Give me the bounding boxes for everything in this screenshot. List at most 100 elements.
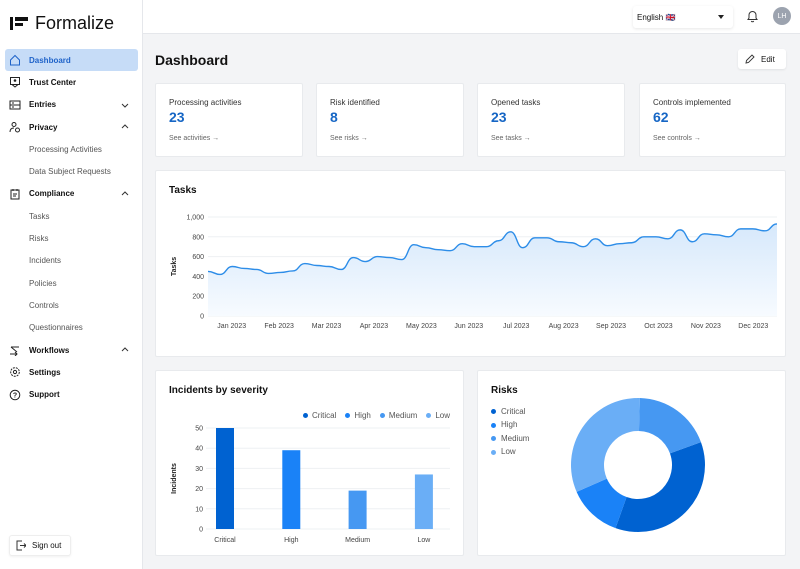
bell-icon[interactable] bbox=[746, 9, 759, 23]
x-tick-label: Critical bbox=[214, 537, 236, 544]
svg-text:?: ? bbox=[13, 392, 17, 399]
chart-title: Tasks bbox=[169, 185, 197, 196]
edit-button[interactable]: Edit bbox=[738, 49, 786, 69]
x-tick-label: Nov 2023 bbox=[691, 323, 721, 330]
x-tick-label: High bbox=[284, 537, 299, 544]
sidebar-item-settings[interactable]: Settings bbox=[5, 361, 138, 383]
chevron-down-icon[interactable] bbox=[120, 100, 130, 110]
y-tick-label: 600 bbox=[192, 254, 204, 261]
x-tick-label: Mar 2023 bbox=[312, 323, 342, 330]
sidebar-item-policies[interactable]: Policies bbox=[5, 272, 138, 294]
sidebar-item-label: Tasks bbox=[29, 211, 50, 221]
sidebar-item-label: Support bbox=[29, 390, 60, 400]
stat-card: Processing activities 23 See activities → bbox=[155, 83, 303, 157]
pencil-icon bbox=[745, 53, 755, 64]
y-tick-label: 800 bbox=[192, 234, 204, 241]
stat-label: Controls implemented bbox=[653, 98, 731, 107]
risks-card: Risks Critical High Medium Low bbox=[477, 370, 786, 556]
sidebar-item-dashboard[interactable]: Dashboard bbox=[5, 49, 138, 72]
slice-critical bbox=[615, 442, 705, 532]
slice-high bbox=[576, 478, 627, 529]
sidebar-item-risks[interactable]: Risks bbox=[5, 227, 138, 249]
sidebar-item-incidents[interactable]: Incidents bbox=[5, 250, 138, 272]
legend-item[interactable]: Critical bbox=[491, 407, 529, 420]
sidebar-item-trust-center[interactable]: Trust Center bbox=[5, 71, 138, 93]
sidebar-item-privacy[interactable]: Privacy bbox=[5, 116, 138, 138]
workflow-icon bbox=[10, 346, 19, 356]
legend-item[interactable]: Low bbox=[491, 447, 529, 460]
user-lock-icon bbox=[9, 122, 20, 133]
legend-dot bbox=[491, 436, 496, 442]
language-select[interactable]: English 🇬🇧 bbox=[633, 6, 733, 28]
chart-legend: Critical High Medium Low bbox=[302, 411, 450, 420]
sidebar-item-label: Dashboard bbox=[29, 55, 71, 65]
legend-item[interactable]: Critical bbox=[302, 411, 337, 420]
language-value: English 🇬🇧 bbox=[637, 12, 676, 22]
bar-critical bbox=[216, 428, 234, 529]
sidebar-item-label: Data Subject Requests bbox=[29, 167, 111, 177]
y-axis-label: Incidents bbox=[171, 463, 178, 494]
sidebar-item-tasks[interactable]: Tasks bbox=[5, 205, 138, 227]
x-tick-label: Aug 2023 bbox=[549, 323, 579, 330]
legend-item[interactable]: High bbox=[345, 411, 371, 420]
help-icon: ? bbox=[9, 389, 21, 400]
legend-label: Low bbox=[435, 411, 450, 420]
chevron-up-icon[interactable] bbox=[120, 345, 130, 355]
chevron-up-icon[interactable] bbox=[120, 189, 130, 199]
stat-card: Opened tasks 23 See tasks → bbox=[477, 83, 625, 157]
sidebar-item-label: Settings bbox=[29, 367, 61, 377]
stat-link[interactable]: See controls → bbox=[653, 135, 701, 142]
sidebar-item-label: Privacy bbox=[29, 122, 58, 132]
sign-out-button[interactable]: Sign out bbox=[9, 535, 71, 556]
x-tick-label: Jun 2023 bbox=[454, 323, 483, 330]
legend-item[interactable]: Medium bbox=[379, 411, 418, 420]
stat-label: Risk identified bbox=[330, 98, 380, 107]
sidebar-item-label: Controls bbox=[29, 300, 59, 310]
y-tick-label: 30 bbox=[195, 466, 203, 473]
stat-card: Risk identified 8 See risks → bbox=[316, 83, 464, 157]
stat-value: 23 bbox=[491, 109, 507, 125]
avatar[interactable]: LH bbox=[773, 7, 791, 25]
stat-link[interactable]: See tasks → bbox=[491, 135, 531, 142]
legend-label: Critical bbox=[311, 411, 337, 420]
legend-label: Medium bbox=[501, 433, 530, 443]
legend-item[interactable]: High bbox=[491, 420, 529, 433]
chevron-up-icon[interactable] bbox=[120, 122, 130, 132]
stat-card: Controls implemented 62 See controls → bbox=[639, 83, 786, 157]
y-tick-label: 20 bbox=[195, 486, 203, 493]
x-tick-label: Jan 2023 bbox=[217, 323, 246, 330]
x-tick-label: May 2023 bbox=[406, 323, 437, 330]
sidebar-item-label: Entries bbox=[29, 100, 57, 110]
sidebar-item-controls[interactable]: Controls bbox=[5, 294, 138, 316]
logo[interactable]: Formalize bbox=[10, 13, 114, 34]
x-tick-label: Low bbox=[417, 537, 431, 544]
sidebar-item-compliance[interactable]: Compliance bbox=[5, 183, 138, 205]
sidebar-item-label: Processing Activities bbox=[29, 144, 102, 154]
stat-link[interactable]: See risks → bbox=[330, 135, 368, 142]
sidebar-item-processing-activities[interactable]: Processing Activities bbox=[5, 138, 138, 160]
caret-down-icon bbox=[718, 15, 724, 22]
y-tick-label: 0 bbox=[199, 527, 203, 534]
x-tick-label: Medium bbox=[345, 537, 370, 544]
sidebar-item-workflows[interactable]: Workflows bbox=[5, 339, 138, 361]
legend-dot bbox=[426, 413, 432, 419]
legend-item[interactable]: Low bbox=[426, 411, 450, 420]
legend-label: Critical bbox=[501, 407, 526, 416]
stat-value: 23 bbox=[169, 109, 185, 125]
sign-out-icon bbox=[16, 540, 26, 551]
sidebar-item-data-subject-requests[interactable]: Data Subject Requests bbox=[5, 160, 138, 182]
x-tick-label: Oct 2023 bbox=[644, 323, 673, 330]
legend-label: Medium bbox=[388, 411, 418, 420]
legend-dot bbox=[345, 413, 351, 419]
sidebar-item-support[interactable]: ? Support bbox=[5, 383, 138, 405]
y-axis-label: Tasks bbox=[171, 257, 178, 276]
y-tick-label: 10 bbox=[195, 506, 203, 513]
sidebar-item-entries[interactable]: Entries bbox=[5, 94, 138, 116]
legend-item[interactable]: Medium bbox=[491, 434, 529, 447]
sidebar-item-questionnaires[interactable]: Questionnaires bbox=[5, 317, 138, 339]
clipboard-icon bbox=[10, 188, 20, 200]
stat-link[interactable]: See activities → bbox=[169, 135, 220, 142]
chart-title: Incidents by severity bbox=[169, 385, 268, 396]
page-title: Dashboard bbox=[155, 52, 229, 68]
y-tick-label: 40 bbox=[195, 446, 203, 453]
